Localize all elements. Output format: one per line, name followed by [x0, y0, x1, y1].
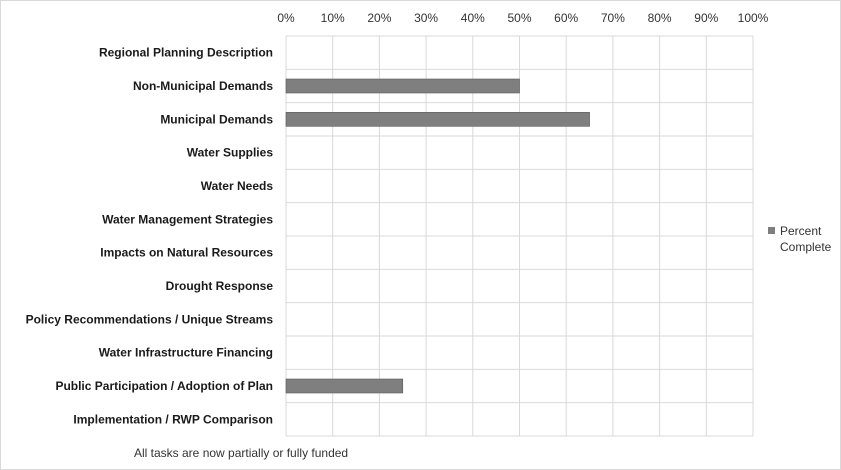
x-tick-label: 30% [414, 11, 438, 25]
category-label: Non-Municipal Demands [133, 79, 273, 93]
bar [285, 112, 590, 127]
legend-label-percent-complete: Percent Complete [780, 224, 832, 254]
category-label: Water Management Strategies [102, 212, 273, 226]
bar [285, 378, 404, 394]
category-label: Implementation / RWP Comparison [73, 412, 273, 426]
category-label: Policy Recommendations / Unique Streams [26, 312, 274, 326]
category-label: Impacts on Natural Resources [100, 246, 273, 260]
x-tick-label: 80% [648, 11, 672, 25]
x-tick-label: 0% [277, 11, 295, 25]
x-tick-label: 50% [507, 11, 531, 25]
category-label: Regional Planning Description [99, 46, 273, 60]
category-label: Drought Response [166, 279, 274, 293]
category-label: Water Needs [201, 179, 274, 193]
category-label: Public Participation / Adoption of Plan [55, 379, 273, 393]
category-label: Municipal Demands [160, 112, 273, 126]
x-tick-label: 60% [554, 11, 578, 25]
chart-footnote: All tasks are now partially or fully fun… [134, 446, 349, 460]
bar [285, 78, 520, 94]
x-tick-label: 70% [601, 11, 625, 25]
x-tick-label: 20% [367, 11, 391, 25]
legend-swatch [768, 227, 775, 234]
chart-legend: Percent Complete [768, 223, 840, 255]
category-label: Water Infrastructure Financing [99, 346, 273, 360]
x-tick-label: 100% [738, 11, 769, 25]
x-tick-label: 10% [321, 11, 345, 25]
x-tick-label: 90% [694, 11, 718, 25]
category-label: Water Supplies [187, 146, 274, 160]
x-tick-label: 40% [461, 11, 485, 25]
